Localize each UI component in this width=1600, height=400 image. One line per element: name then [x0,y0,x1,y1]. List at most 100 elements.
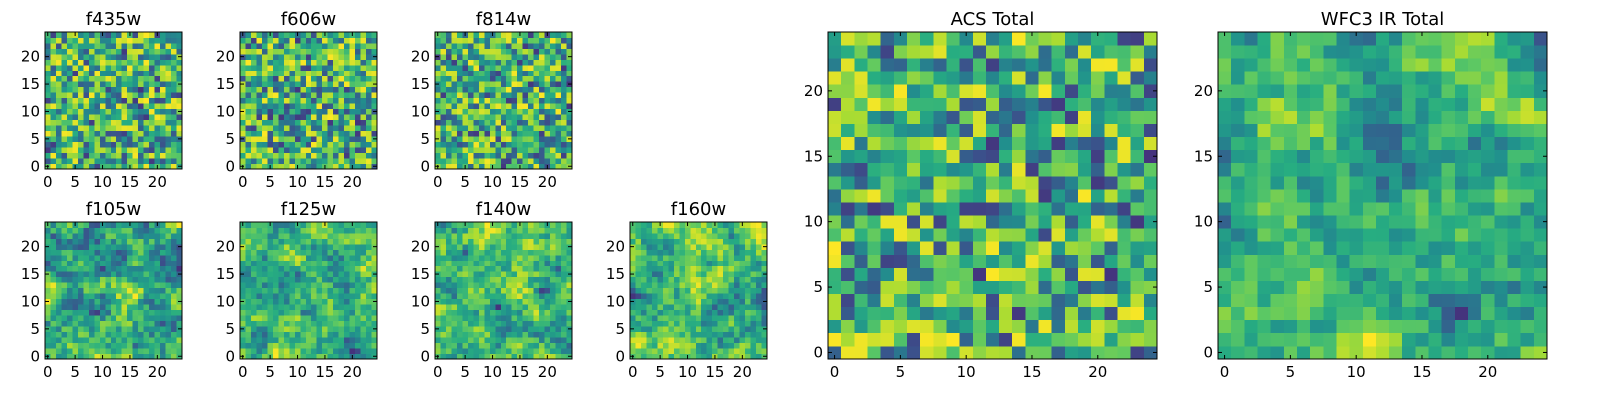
heatmap-cell [528,119,535,126]
heatmap-cell [706,293,713,300]
heatmap-cell [283,304,290,311]
x-tick-label: 15 [705,363,724,381]
heatmap-cell [110,42,117,49]
heatmap-cell [300,254,307,261]
heatmap-cell [462,152,469,159]
heatmap-cell [539,227,545,234]
heatmap-cell [657,326,664,332]
heatmap-cell [484,287,491,294]
heatmap-cell [99,293,106,300]
heatmap-cell [1130,228,1145,242]
heatmap-cell [360,287,367,294]
heatmap-cell [110,75,117,82]
heatmap-cell [154,136,161,142]
heatmap-cell [138,227,145,234]
heatmap-cell [333,86,340,93]
heatmap-cell [456,320,463,327]
heatmap-cell [61,32,68,38]
heatmap-cell [138,152,145,159]
heatmap-cell [500,320,507,327]
heatmap-cell [533,48,540,55]
heatmap-cell [94,287,101,294]
heatmap-cell [640,337,647,343]
heatmap-cell [484,163,491,170]
heatmap-cell [154,75,161,82]
heatmap-cell [511,304,518,311]
heatmap-cell [451,163,458,170]
heatmap-cell [371,254,378,261]
heatmap-cell [462,331,469,338]
heatmap-cell [467,86,474,93]
heatmap-cell [495,59,502,66]
heatmap-cell [511,59,518,66]
heatmap-cell [50,108,57,115]
heatmap-cell [440,326,447,332]
heatmap-cell [61,254,68,261]
heatmap-cell [445,320,452,327]
heatmap-cell [706,249,713,256]
heatmap-cell [143,348,150,354]
heatmap-cell [116,315,123,322]
heatmap-cell [999,215,1013,229]
heatmap-cell [322,293,329,300]
heatmap-cell [451,282,458,289]
heatmap-cell [1064,280,1079,294]
heatmap-cell [283,75,290,82]
heatmap-cell [717,265,724,272]
heatmap-cell [435,304,441,311]
heatmap-cell [132,249,139,256]
heatmap-cell [45,158,51,164]
heatmap-cell [105,97,112,104]
heatmap-cell [484,222,491,228]
heatmap-cell [1051,228,1066,242]
heatmap-cell [959,228,974,242]
heatmap-cell [105,75,112,82]
heatmap-cell [272,42,279,49]
heatmap-cell [344,276,350,283]
heatmap-cell [316,163,323,170]
heatmap-cell [1038,215,1053,229]
heatmap-cell [283,331,290,338]
heatmap-cell [121,147,128,153]
heatmap-cell [143,309,150,316]
heatmap-cell [311,119,318,126]
heatmap-cell [127,141,134,148]
heatmap-cell [1091,175,1105,190]
heatmap-cell [61,108,68,115]
heatmap-cell [555,265,562,272]
heatmap-cell [338,331,345,338]
heatmap-cell [841,215,855,229]
y-tick-label: 20 [411,48,430,66]
heatmap-cell [250,260,257,267]
heatmap-cell [333,287,340,294]
heatmap-cell [668,293,675,300]
heatmap-cell [355,48,361,55]
heatmap-cell [495,103,502,110]
heatmap-cell [756,254,762,261]
heatmap-cell [61,293,68,300]
heatmap-cell [300,298,307,305]
heatmap-cell [138,265,145,272]
heatmap-cell [712,348,719,354]
heatmap-cell [522,304,529,311]
heatmap-cell [138,271,145,278]
heatmap-cell [445,293,452,300]
heatmap-cell [522,271,529,278]
heatmap-cell [66,227,73,234]
heatmap-cell [473,64,480,71]
heatmap-cell [305,249,312,256]
heatmap-cell [462,326,469,332]
heatmap-cell [316,81,323,88]
heatmap-cell [511,342,518,349]
heatmap-cell [728,271,735,278]
heatmap-cell [739,227,746,234]
heatmap-cell [94,163,101,170]
heatmap-cell [160,75,166,82]
heatmap-cell [478,92,485,99]
heatmap-cell [522,348,529,354]
heatmap-cell [311,147,318,153]
heatmap-cell [338,53,345,60]
heatmap-cell [473,238,480,245]
heatmap-cell [360,348,367,354]
heatmap-cell [105,304,112,311]
